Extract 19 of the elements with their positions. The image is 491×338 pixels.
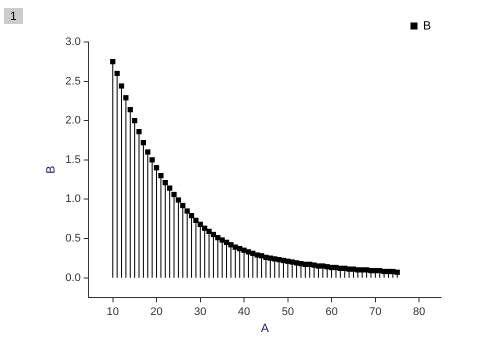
y-tick-label: 2.5 — [65, 75, 81, 88]
y-tick-label: 2.0 — [65, 114, 81, 127]
y-tick-label: 1.5 — [65, 154, 81, 166]
x-tick-label: 10 — [106, 306, 119, 318]
y-tick-label: 3.0 — [65, 36, 81, 48]
y-axis-title: B — [44, 166, 58, 174]
x-tick-label: 60 — [325, 306, 338, 318]
y-tick-label: 1.0 — [65, 193, 81, 206]
x-tick-label: 20 — [150, 306, 163, 318]
x-tick-label: 40 — [238, 306, 250, 318]
y-tick-label: 0.5 — [65, 232, 81, 244]
text: 1 — [4, 8, 23, 24]
y-tick-label: 0.0 — [65, 272, 81, 284]
x-tick-label: 70 — [369, 306, 382, 318]
x-tick-label: 80 — [412, 306, 426, 318]
x-axis-title: A — [260, 321, 269, 336]
x-tick-label: 50 — [282, 306, 294, 318]
x-tick-label: 30 — [194, 306, 206, 318]
legend-label: B — [422, 18, 432, 32]
